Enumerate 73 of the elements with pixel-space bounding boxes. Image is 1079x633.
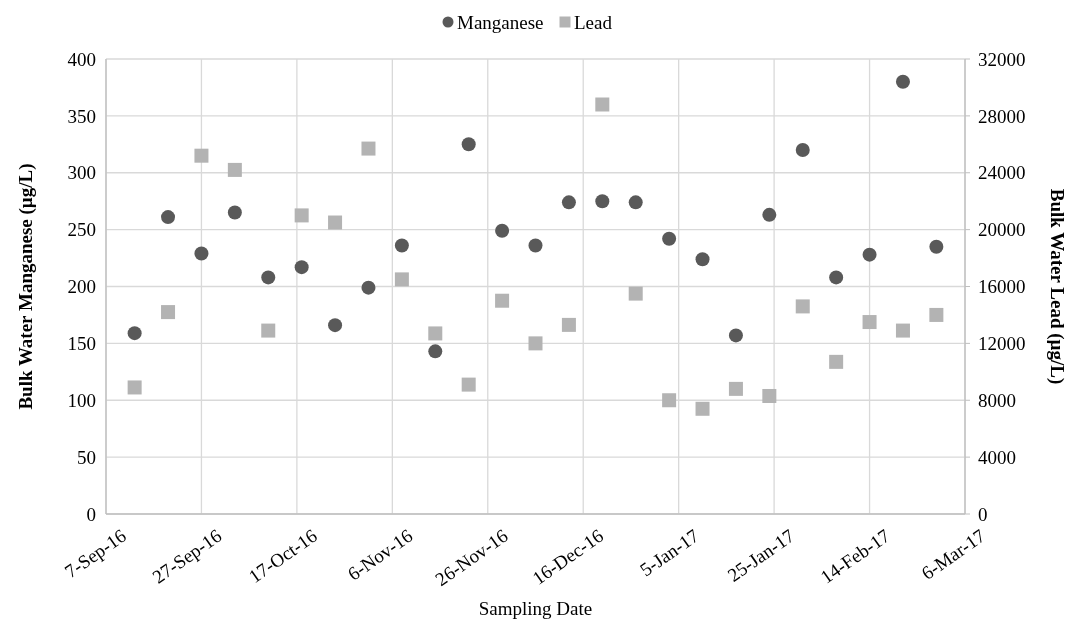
point [895, 74, 910, 89]
point [728, 381, 743, 396]
point [595, 97, 610, 112]
point [495, 223, 510, 238]
point [127, 380, 142, 395]
y-tick-label: 400 [67, 48, 96, 70]
point [361, 280, 376, 295]
y2-tick-label: 12000 [978, 333, 1026, 355]
point [428, 344, 443, 359]
point [662, 231, 677, 246]
point [328, 318, 343, 333]
point [227, 205, 242, 220]
legend-label: Manganese [457, 11, 544, 33]
y2-tick-label: 28000 [978, 105, 1026, 127]
point [695, 252, 710, 267]
point [428, 326, 443, 341]
point [261, 323, 276, 338]
y2-tick-label: 24000 [978, 162, 1026, 184]
point [528, 238, 543, 253]
point [829, 354, 844, 369]
point [161, 210, 176, 225]
point [862, 315, 877, 330]
point [762, 388, 777, 403]
y-tick-label: 150 [67, 333, 96, 355]
point [929, 307, 944, 322]
y-tick-label: 200 [67, 276, 96, 298]
point [194, 246, 209, 261]
point [361, 141, 376, 156]
point [127, 326, 142, 341]
point [161, 305, 176, 320]
y-axis-title: Bulk Water Manganese (µg/L) [15, 163, 37, 410]
point [762, 207, 777, 222]
y-tick-label: 100 [67, 389, 96, 411]
y-tick-label: 350 [67, 105, 96, 127]
point [695, 401, 710, 416]
point [895, 323, 910, 338]
point [227, 162, 242, 177]
point [795, 143, 810, 157]
y2-tick-label: 0 [978, 503, 988, 525]
point [294, 208, 309, 223]
y-tick-label: 50 [77, 446, 96, 468]
point [461, 137, 476, 152]
point [294, 260, 309, 275]
y2-tick-label: 32000 [978, 48, 1026, 70]
legend-label: Lead [574, 11, 613, 33]
point [662, 393, 677, 408]
point [194, 148, 209, 163]
point [595, 194, 610, 209]
point [495, 293, 510, 308]
y-tick-label: 300 [67, 162, 96, 184]
y2-tick-label: 20000 [978, 219, 1026, 241]
point [561, 195, 576, 210]
point [862, 247, 877, 262]
point [561, 317, 576, 332]
point [628, 286, 643, 301]
y2-axis-title: Bulk Water Lead (µg/L) [1046, 188, 1068, 385]
point [328, 215, 343, 230]
point [628, 195, 643, 210]
point [394, 238, 409, 253]
y2-tick-label: 8000 [978, 389, 1016, 411]
point [929, 239, 944, 254]
point [795, 299, 810, 314]
point [829, 270, 844, 285]
x-axis-title: Sampling Date [478, 598, 593, 619]
point [728, 328, 743, 343]
y-tick-label: 0 [86, 503, 96, 525]
point [528, 336, 543, 351]
point [261, 270, 276, 285]
y2-tick-label: 4000 [978, 446, 1016, 468]
point [394, 272, 409, 287]
y-tick-label: 250 [67, 219, 96, 241]
y2-tick-label: 16000 [978, 276, 1026, 298]
point [461, 377, 476, 392]
